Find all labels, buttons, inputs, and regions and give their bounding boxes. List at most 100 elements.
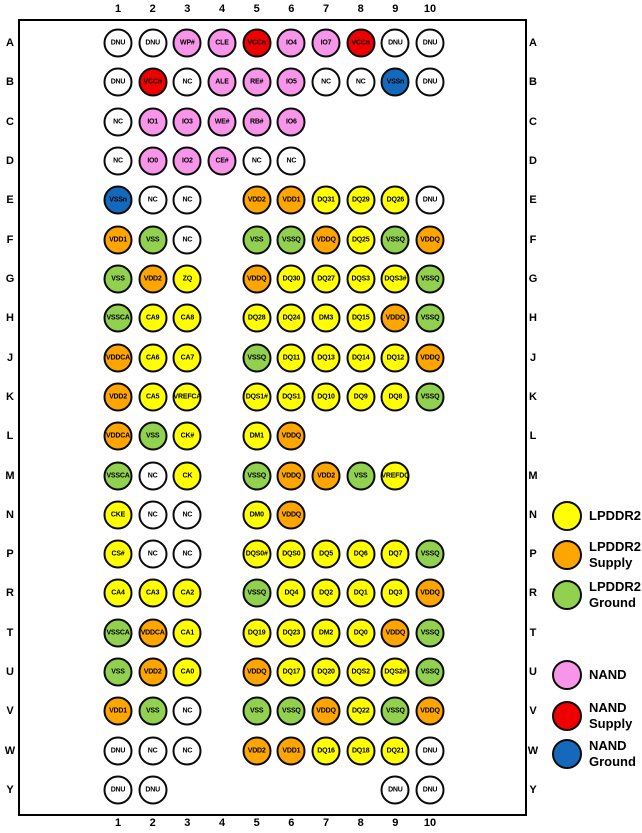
ball-U9: DQS2# — [380, 657, 410, 687]
col-label-3-bottom: 3 — [184, 817, 191, 829]
ball-A3: WP# — [172, 28, 202, 58]
ball-R8: DQ1 — [346, 578, 376, 608]
legend-label-line: Ground — [589, 595, 636, 610]
ball-V9: VSSQ — [380, 696, 410, 726]
ball-M6: VDDQ — [276, 461, 306, 491]
ball-L3: CK# — [172, 421, 202, 451]
ball-A5: VCCn — [242, 28, 272, 58]
legend-circle-lpddr2_ground — [552, 580, 582, 610]
col-label-5-top: 5 — [253, 3, 260, 15]
ball-E3: NC — [172, 185, 202, 215]
ball-G8: DQS3 — [346, 264, 376, 294]
ball-F2: VSS — [138, 225, 168, 255]
legend-item-lpddr2_supply: LPDDR2 Supply — [552, 539, 641, 571]
ball-T1: VSSCA — [103, 618, 133, 648]
col-label-6-bottom: 6 — [288, 817, 295, 829]
row-label-W-left: W — [4, 744, 16, 757]
ball-Y1: DNU — [103, 775, 133, 805]
legend-circle-nand — [552, 660, 582, 690]
ball-R2: CA3 — [138, 578, 168, 608]
row-label-F-left: F — [6, 233, 14, 246]
legend-label-lpddr2_supply: LPDDR2 Supply — [589, 539, 641, 571]
legend-label-line: LPDDR2 — [589, 539, 642, 554]
legend-label-line: LPDDR2 — [589, 579, 642, 594]
ball-J1: VDDCA — [103, 343, 133, 373]
row-label-B-right: B — [529, 76, 537, 89]
legend-label-nand: NAND — [589, 667, 627, 683]
legend-label-line: NAND — [589, 667, 627, 682]
ball-V6: VSSQ — [276, 696, 306, 726]
ball-R9: DQ3 — [380, 578, 410, 608]
ball-W5: VDD2 — [242, 736, 272, 766]
ball-A1: DNU — [103, 28, 133, 58]
ball-Y9: DNU — [380, 775, 410, 805]
row-label-P-left: P — [6, 548, 14, 561]
legend-circle-lpddr2_supply — [552, 540, 582, 570]
ball-P9: DQ7 — [380, 539, 410, 569]
row-label-V-right: V — [529, 705, 537, 718]
ball-M8: VSS — [346, 461, 376, 491]
ball-P6: DQS0 — [276, 539, 306, 569]
col-label-2-top: 2 — [149, 3, 156, 15]
ball-C5: RB# — [242, 107, 272, 137]
row-label-Y-right: Y — [529, 784, 537, 797]
ball-W3: NC — [172, 736, 202, 766]
ball-F7: VDDQ — [311, 225, 341, 255]
ball-N3: NC — [172, 500, 202, 530]
ball-U2: VDD2 — [138, 657, 168, 687]
row-label-T-right: T — [529, 626, 537, 639]
ball-P8: DQ6 — [346, 539, 376, 569]
col-label-4-top: 4 — [218, 3, 226, 15]
ball-E2: NC — [138, 185, 168, 215]
ball-F5: VSS — [242, 225, 272, 255]
ball-E5: VDD2 — [242, 185, 272, 215]
row-label-P-right: P — [529, 548, 537, 561]
col-label-9-top: 9 — [392, 3, 399, 15]
ball-D6: NC — [276, 146, 306, 176]
col-label-4-bottom: 4 — [218, 817, 226, 829]
row-label-K-left: K — [6, 390, 14, 403]
ball-M3: CK — [172, 461, 202, 491]
ball-P5: DQS0# — [242, 539, 272, 569]
ball-K2: CA5 — [138, 382, 168, 412]
col-label-1-top: 1 — [114, 3, 122, 15]
row-label-G-right: G — [528, 272, 538, 285]
ball-R7: DQ2 — [311, 578, 341, 608]
ball-T3: CA1 — [172, 618, 202, 648]
row-label-C-left: C — [6, 115, 14, 128]
ball-H8: DQ15 — [346, 303, 376, 333]
ball-V1: VDD1 — [103, 696, 133, 726]
ball-T8: DQ0 — [346, 618, 376, 648]
row-label-G-left: G — [5, 272, 15, 285]
ball-C3: IO3 — [172, 107, 202, 137]
col-label-8-top: 8 — [357, 3, 364, 15]
ball-H6: DQ24 — [276, 303, 306, 333]
ball-B6: IO5 — [276, 67, 306, 97]
ball-B9: VSSn — [380, 67, 410, 97]
legend-item-nand_ground: NAND Ground — [552, 738, 636, 770]
ball-B2: VCCn — [138, 67, 168, 97]
ball-M7: VDD2 — [311, 461, 341, 491]
ball-C1: NC — [103, 107, 133, 137]
row-label-H-left: H — [6, 312, 14, 325]
ball-R3: CA2 — [172, 578, 202, 608]
ball-W2: NC — [138, 736, 168, 766]
ball-K5: DQS1# — [242, 382, 272, 412]
ball-J6: DQ11 — [276, 343, 306, 373]
ball-C6: IO6 — [276, 107, 306, 137]
ball-N6: VDDQ — [276, 500, 306, 530]
row-label-M-right: M — [528, 469, 538, 482]
legend-label-line: NAND — [589, 738, 627, 753]
ball-B8: NC — [346, 67, 376, 97]
ball-P3: NC — [172, 539, 202, 569]
legend-label-line: Supply — [589, 555, 633, 570]
ball-J9: DQ12 — [380, 343, 410, 373]
ball-L6: VDDQ — [276, 421, 306, 451]
ball-B5: RE# — [242, 67, 272, 97]
ball-T7: DM2 — [311, 618, 341, 648]
ball-N5: DM0 — [242, 500, 272, 530]
row-label-J-right: J — [529, 351, 537, 364]
ball-E6: VDD1 — [276, 185, 306, 215]
row-label-K-right: K — [529, 390, 537, 403]
legend-item-lpddr2_ground: LPDDR2 Ground — [552, 579, 641, 611]
